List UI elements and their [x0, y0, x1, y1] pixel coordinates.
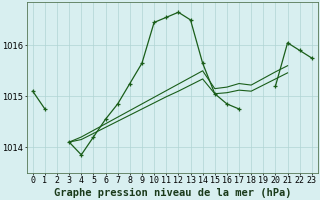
X-axis label: Graphe pression niveau de la mer (hPa): Graphe pression niveau de la mer (hPa): [53, 188, 291, 198]
